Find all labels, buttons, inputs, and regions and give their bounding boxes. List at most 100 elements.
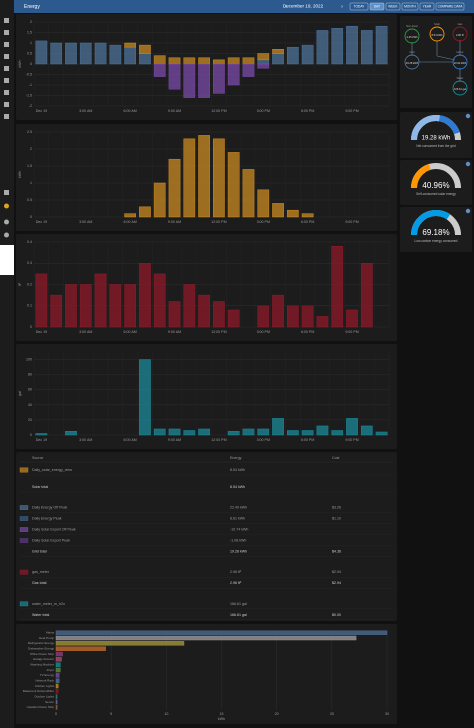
x-tick-label: 9:00 PM — [345, 220, 358, 224]
bar — [55, 699, 58, 705]
bar — [272, 53, 284, 65]
bar — [198, 428, 210, 436]
node-label: Home — [457, 50, 464, 54]
info-icon[interactable] — [465, 113, 471, 119]
gauge-value-label: 19.28 kWh — [422, 136, 451, 142]
bar — [301, 44, 314, 65]
node-value: 166.61 gal — [454, 87, 467, 91]
x-tick-label: 9:00 PM — [345, 109, 358, 113]
y-tick-label: 2 — [30, 147, 32, 151]
bar — [109, 284, 122, 328]
header-button-label[interactable]: YEAR — [423, 4, 432, 8]
prev-arrow[interactable]: ‹ — [285, 4, 287, 10]
table-energy: 22.49 kWh — [230, 506, 247, 510]
bar — [257, 305, 270, 328]
table-cost: $2.94 — [332, 581, 341, 585]
bar — [168, 57, 181, 65]
bar — [124, 213, 137, 218]
bar — [139, 44, 151, 54]
header-button-label[interactable]: WEEK — [388, 4, 398, 8]
x-tick-label: Dec 19 — [36, 438, 47, 442]
bar — [375, 25, 388, 65]
header-button[interactable] — [385, 2, 401, 11]
x-tick-label: 25 — [330, 712, 334, 716]
table-source: Daily Energy Peak — [32, 517, 62, 521]
node-label: Grid — [410, 50, 415, 54]
header-button-label[interactable]: DAY — [374, 4, 381, 8]
bar — [55, 667, 61, 673]
table-source: Gas total — [32, 581, 47, 585]
bar — [79, 284, 92, 328]
bar — [35, 40, 48, 65]
bar — [94, 273, 107, 328]
header-button-label[interactable]: TODAY — [354, 4, 366, 8]
bar — [153, 55, 166, 65]
gauge-value-label: 40.96% — [422, 181, 449, 190]
table-energy: 8.54 kWh — [230, 485, 245, 489]
table-cost: $2.94 — [332, 570, 341, 574]
x-tick-label: 6:00 AM — [124, 220, 137, 224]
bar — [331, 430, 344, 436]
next-arrow[interactable]: › — [341, 4, 343, 10]
bar — [168, 158, 181, 218]
y-tick-label: 80 — [28, 373, 32, 377]
bar — [257, 428, 270, 436]
y-tick-label: 0.5 — [27, 51, 32, 55]
bar — [183, 138, 196, 218]
bar — [227, 152, 240, 218]
bar — [55, 641, 185, 646]
x-tick-label: 20 — [275, 712, 279, 716]
header-button[interactable] — [435, 2, 465, 11]
x-tick-label: 6:00 PM — [301, 109, 314, 113]
table-header: Energy — [230, 456, 242, 460]
x-tick-label: 3:00 PM — [257, 109, 270, 113]
y-tick-label: Mains — [46, 630, 55, 634]
header-button[interactable] — [419, 2, 435, 11]
bar — [375, 431, 388, 436]
x-tick-label: 3:00 PM — [257, 438, 270, 442]
y-tick-label: 0 — [30, 325, 32, 329]
bar — [227, 430, 240, 436]
gauge-arc — [411, 115, 440, 141]
bar — [153, 182, 166, 218]
x-tick-label: 6:00 PM — [301, 220, 314, 224]
y-tick-label: -2 — [29, 104, 32, 108]
table-source: Grid total — [32, 550, 47, 554]
y-tick-label: Dishwasher Energy — [28, 646, 55, 650]
x-tick-label: 6:00 AM — [124, 109, 137, 113]
x-axis-label: kWh — [218, 717, 225, 721]
bar — [213, 63, 225, 94]
info-icon[interactable] — [465, 161, 471, 167]
color-swatch — [19, 569, 29, 575]
bar — [346, 25, 358, 65]
y-tick-label: Dryer — [47, 668, 54, 672]
bar — [360, 30, 373, 65]
y-tick-label: Server — [45, 700, 54, 704]
bar — [272, 49, 284, 54]
bar — [124, 42, 137, 48]
bar — [227, 57, 240, 65]
y-tick-label: 0.1 — [27, 304, 32, 308]
bar — [272, 294, 284, 328]
y-tick-label: -1 — [29, 83, 32, 87]
header-button[interactable] — [369, 2, 385, 11]
bar — [124, 46, 137, 65]
header-button-label[interactable]: COMPARE DATA — [438, 4, 464, 8]
header-button[interactable] — [349, 2, 369, 11]
gauge-arc — [438, 115, 460, 135]
sidebar-icons[interactable] — [4, 18, 9, 238]
x-tick-label: 6:00 AM — [124, 330, 137, 334]
y-axis-label: kWh — [18, 171, 22, 178]
table-source: Daily_solar_energy_view — [32, 468, 72, 472]
table-cost: $0.00 — [332, 613, 341, 617]
bar — [183, 284, 196, 328]
info-icon[interactable] — [465, 208, 471, 214]
bar — [198, 63, 210, 98]
table-energy: 8.61 kWh — [230, 517, 245, 521]
bar — [286, 209, 299, 218]
header-button-label[interactable]: MONTH — [404, 4, 416, 8]
table-source: Solar total — [32, 485, 48, 489]
header-button[interactable] — [401, 2, 419, 11]
x-tick-label: 3:00 AM — [79, 109, 92, 113]
